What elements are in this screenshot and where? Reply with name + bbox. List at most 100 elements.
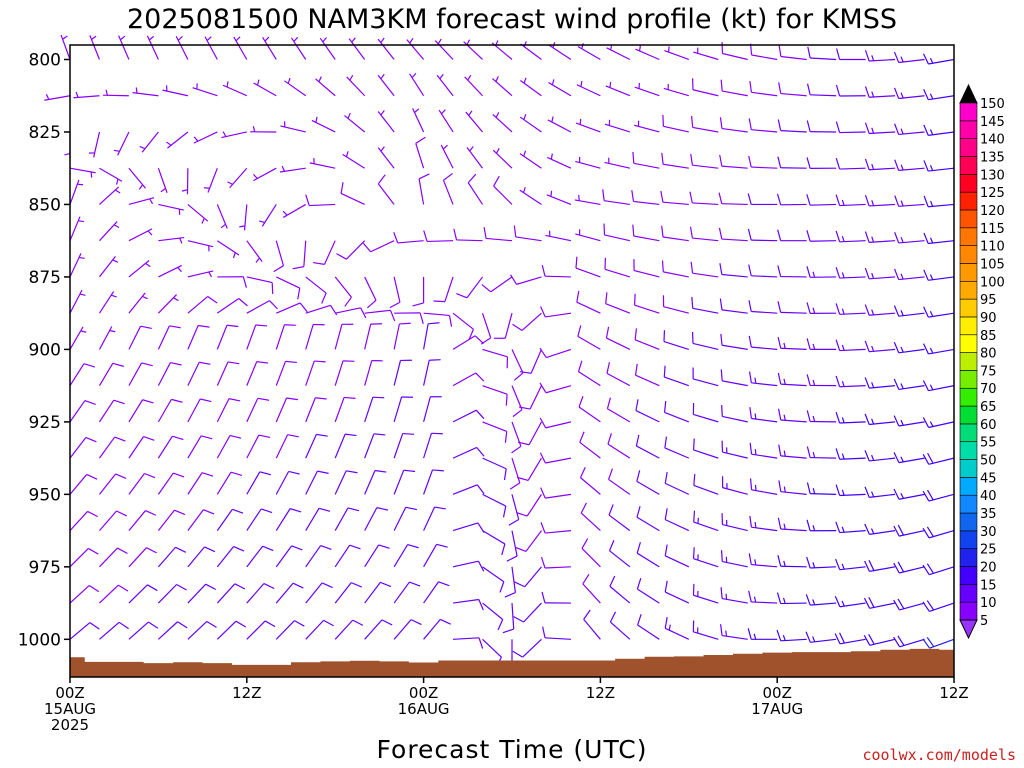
barb-feather (897, 635, 905, 646)
barb-feather (88, 547, 99, 555)
barb-feather (505, 394, 508, 406)
wind-barb (689, 226, 719, 242)
barb-half-feather (179, 237, 183, 244)
barb-staff (187, 325, 199, 350)
y-tick-label: 800 (29, 50, 61, 70)
wind-barb (98, 436, 126, 459)
barb-feather (443, 172, 453, 181)
barb-half-feather (135, 87, 138, 94)
barb-staff (364, 619, 383, 640)
wind-barb (452, 446, 485, 459)
wind-barb (335, 307, 367, 319)
barb-feather (206, 620, 217, 628)
barb-half-feather (468, 110, 473, 116)
barb-half-feather (841, 308, 845, 315)
wind-barb (664, 580, 690, 604)
barb-feather (540, 306, 546, 318)
barb-staff (636, 445, 660, 459)
x-tick-label: 16AUG (398, 700, 450, 718)
barb-half-feather (841, 526, 845, 533)
barb-half-feather (930, 200, 934, 207)
barb-feather (480, 337, 492, 345)
colorbar-swatch (959, 174, 978, 193)
barb-feather (389, 301, 401, 309)
wind-barb (246, 397, 270, 423)
wind-barb (776, 193, 807, 206)
barb-feather (256, 361, 269, 364)
wind-barb (364, 433, 386, 459)
barb-staff (216, 297, 240, 314)
barb-staff (452, 484, 478, 495)
wind-barb (548, 79, 572, 97)
barb-half-feather (227, 181, 233, 185)
wind-barb (60, 34, 71, 60)
barb-staff (69, 622, 91, 640)
wind-barb (187, 546, 216, 568)
barb-half-feather (900, 493, 904, 499)
barb-feather (894, 195, 900, 207)
barb-feather (777, 119, 782, 131)
barb-staff (452, 598, 479, 604)
wind-barb (720, 369, 748, 387)
wind-barb (364, 544, 390, 568)
barb-half-feather (871, 382, 875, 388)
wind-barb (311, 116, 336, 133)
barb-feather (777, 301, 782, 313)
barb-feather (777, 156, 782, 168)
wind-barb (69, 622, 100, 640)
wind-barb (748, 155, 778, 169)
wind-barb (606, 362, 631, 387)
wind-barb (864, 560, 896, 572)
colorbar-swatch (959, 156, 978, 175)
wind-barb (227, 167, 248, 189)
wind-barb (279, 165, 306, 173)
barb-staff (452, 560, 479, 568)
barb-feather (502, 505, 507, 518)
colorbar-label: 35 (980, 507, 997, 522)
barb-feather (235, 620, 247, 628)
barb-staff (780, 311, 807, 314)
wind-barb (409, 72, 425, 97)
wind-barb (519, 349, 543, 374)
barb-half-feather (841, 272, 845, 279)
barb-staff (604, 268, 631, 278)
wind-barb (393, 619, 422, 640)
barb-staff (305, 360, 315, 386)
wind-barb (146, 35, 159, 60)
barb-half-feather (139, 145, 146, 150)
barb-half-feather (75, 91, 79, 98)
wind-barb (636, 506, 660, 532)
wind-barb (305, 544, 332, 568)
barb-feather (748, 553, 752, 565)
wind-barb (509, 457, 521, 490)
wind-barb (275, 324, 296, 350)
wind-barb (511, 385, 523, 418)
barb-staff (664, 519, 690, 532)
barb-staff (157, 362, 171, 386)
wind-barb (580, 502, 601, 532)
colorbar-label: 95 (980, 293, 997, 308)
barb-feather (835, 375, 841, 387)
barb-half-feather (467, 74, 472, 81)
wind-barb (128, 260, 151, 278)
wind-barb (582, 573, 601, 604)
wind-barb (69, 179, 84, 205)
barb-feather (517, 441, 530, 446)
wind-barb (464, 74, 483, 97)
barb-staff (276, 302, 301, 314)
barb-staff (511, 494, 520, 520)
barb-staff (128, 436, 145, 459)
barb-staff (693, 413, 719, 423)
barb-staff (580, 477, 601, 495)
barb-half-feather (235, 36, 241, 42)
wind-barb (805, 594, 837, 606)
wind-barb (280, 121, 306, 133)
barb-feather (146, 547, 157, 554)
barb-feather (516, 476, 529, 482)
barb-half-feather (754, 449, 757, 455)
barb-feather (608, 468, 613, 480)
barb-feather (286, 397, 298, 401)
colorbar-label: 50 (980, 454, 997, 469)
barb-half-feather (349, 75, 354, 81)
barb-feather (868, 633, 875, 645)
